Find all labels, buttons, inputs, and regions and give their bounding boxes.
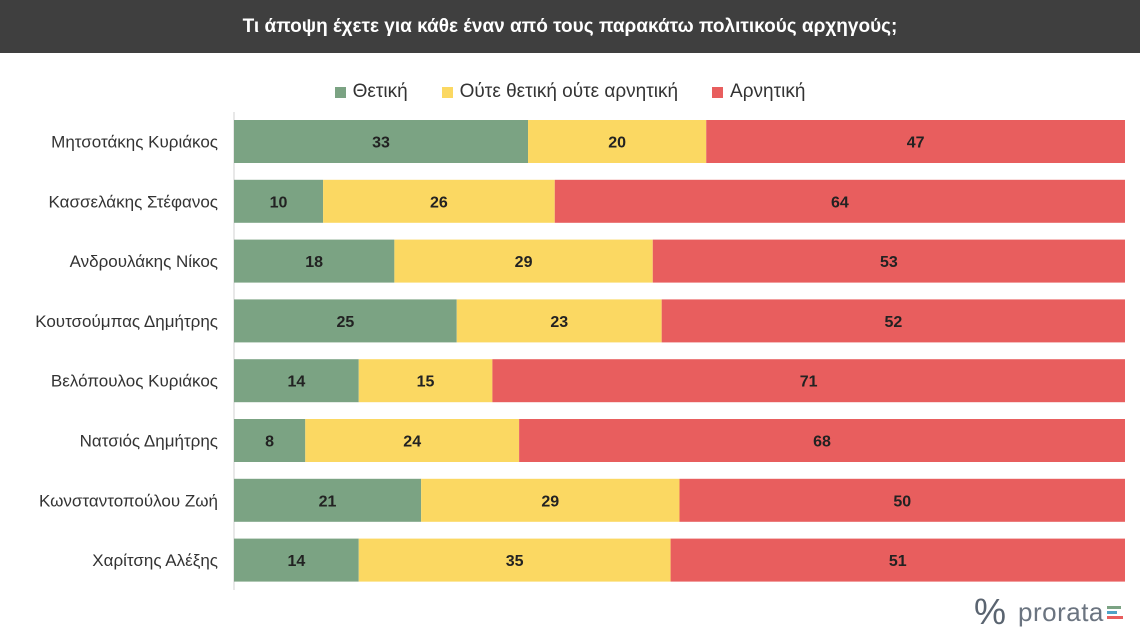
data-label-positive: 14 [287,553,305,570]
data-label-negative: 68 [813,434,831,451]
bar-segment-positive [234,239,395,283]
data-label-positive: 25 [336,314,354,331]
data-label-positive: 33 [372,135,390,152]
category-label: Χαρίτσης Αλέξης [92,551,218,570]
data-label-positive: 10 [270,194,288,211]
category-label: Νατσιός Δημήτρης [80,432,218,451]
bar-segment-neutral [394,239,653,283]
bar-segment-negative [519,419,1125,462]
legend-item-negative: Αρνητική [712,81,805,103]
category-label: Ανδρουλάκης Νίκος [70,252,218,271]
bar-segment-neutral [421,478,680,522]
data-label-negative: 52 [884,314,902,331]
legend-item-neutral: Ούτε θετική ούτε αρνητική [441,81,679,103]
data-label-neutral: 24 [403,434,421,451]
bar-segment-positive [234,179,324,223]
legend-label-positive: Θετική [352,81,408,102]
data-label-negative: 51 [889,553,907,570]
bar-segment-positive [234,538,359,582]
data-label-positive: 14 [287,374,305,391]
legend-label-neutral: Ούτε θετική ούτε αρνητική [459,81,679,102]
data-label-neutral: 35 [506,553,524,570]
legend-item-positive: Θετική [334,81,408,103]
logo-bars-icon [1106,605,1123,619]
bar-segment-negative [679,478,1125,522]
data-label-neutral: 26 [430,194,448,211]
bar-segment-neutral [358,538,671,582]
brand-name: prorata [1018,596,1104,627]
data-label-negative: 64 [831,194,849,211]
data-label-neutral: 15 [417,374,435,391]
data-label-positive: 21 [319,493,337,510]
bar-segment-positive [234,359,359,403]
legend-label-negative: Αρνητική [730,81,806,102]
data-label-negative: 71 [800,374,818,391]
bar-segment-positive [234,120,529,163]
category-label: Κασσελάκης Στέφανος [49,192,218,211]
category-label: Κουτσούμπας Δημήτρης [35,312,218,331]
bar-segment-negative [670,538,1125,582]
prorata-logo: % prorata [974,592,1134,632]
data-label-neutral: 20 [608,135,626,152]
chart-title: Τι άποψη έχετε για κάθε έναν από τους πα… [242,15,898,37]
data-label-negative: 53 [880,254,898,271]
category-label: Κωνσταντοπούλου Ζωή [39,491,218,510]
chart-legend: Θετική Ούτε θετική ούτε αρνητική Αρνητικ… [0,80,1140,104]
bar-segment-negative [554,179,1125,223]
data-label-neutral: 23 [550,314,568,331]
data-label-negative: 47 [907,135,925,152]
legend-swatch-neutral [441,86,453,98]
bar-segment-neutral [528,120,707,163]
bar-segment-neutral [456,299,662,343]
category-label: Βελόπουλος Κυριάκος [51,372,218,391]
bar-segment-neutral [358,359,493,403]
bar-segment-negative [652,239,1125,283]
bar-segment-neutral [323,179,555,223]
bar-segment-neutral [305,419,520,462]
bar-segment-negative [706,120,1125,163]
bar-segment-positive [234,478,422,522]
bar-segment-negative [492,359,1125,403]
data-label-neutral: 29 [541,493,559,510]
percent-logo-icon: % [974,591,1007,632]
bar-segment-negative [661,299,1125,343]
category-label: Μητσοτάκης Κυριάκος [51,133,218,152]
data-label-positive: 8 [265,434,274,451]
legend-swatch-positive [334,86,346,98]
legend-swatch-negative [712,86,724,98]
data-label-negative: 50 [893,493,911,510]
data-label-neutral: 29 [515,254,533,271]
bar-segment-positive [234,419,306,462]
bar-segment-positive [234,299,457,343]
chart-title-bar: Τι άποψη έχετε για κάθε έναν από τους πα… [0,0,1140,53]
data-label-positive: 18 [305,254,323,271]
